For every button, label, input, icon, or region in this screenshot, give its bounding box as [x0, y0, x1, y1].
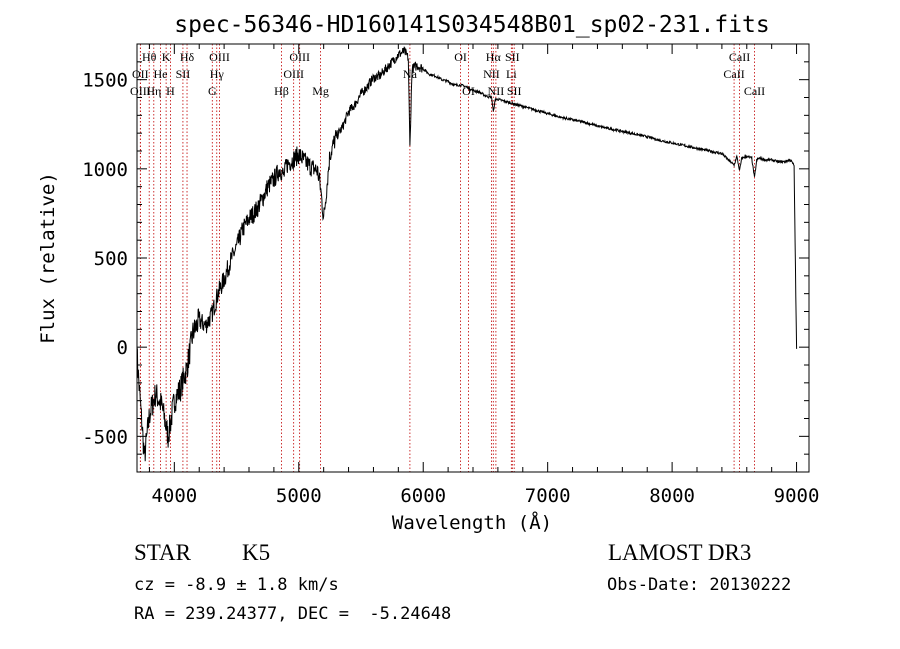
- marker-label: NII: [488, 84, 505, 98]
- coordinates: RA = 239.24377, DEC = -5.24648: [134, 604, 452, 624]
- marker-label: OI: [462, 84, 475, 98]
- marker-label: Hγ: [210, 67, 225, 81]
- x-tick-label: 4000: [151, 485, 197, 507]
- marker-label: SII: [505, 50, 520, 64]
- x-axis: 4000 5000 6000 7000 8000 9000: [148, 44, 820, 507]
- marker-label: OI: [454, 50, 467, 64]
- x-tick-label: 8000: [649, 485, 695, 507]
- y-axis-label: Flux (relative): [37, 172, 59, 344]
- marker-label: CaII: [744, 84, 765, 98]
- marker-label: OIII: [209, 50, 230, 64]
- marker-label: OIII: [283, 67, 304, 81]
- marker-label: CaII: [729, 50, 750, 64]
- marker-label: Na: [403, 67, 418, 81]
- marker-label: Li: [506, 67, 517, 81]
- x-axis-label: Wavelength (Å): [392, 511, 552, 534]
- marker-label: He: [154, 67, 168, 81]
- spectrum-line: [136, 46, 798, 462]
- y-tick-label: 1500: [82, 70, 128, 92]
- x-tick-label: 6000: [400, 485, 446, 507]
- marker-label: OII: [132, 67, 149, 81]
- y-tick-label: 0: [117, 337, 128, 359]
- marker-label: Hδ: [180, 50, 195, 64]
- object-subclass: K5: [242, 540, 271, 565]
- marker-label: Hβ: [274, 84, 289, 98]
- spectral-line-markers: [139, 44, 755, 472]
- marker-label: H: [166, 84, 175, 98]
- x-tick-label: 9000: [774, 485, 820, 507]
- y-axis: -500 0 500 1000 1500: [82, 61, 809, 455]
- marker-label: CaII: [723, 67, 744, 81]
- marker-label: Hη: [146, 84, 161, 98]
- y-tick-label: 1000: [82, 159, 128, 181]
- marker-label: OIII: [130, 84, 151, 98]
- x-tick-label: 5000: [276, 485, 322, 507]
- marker-label: Hα: [486, 50, 502, 64]
- object-type: STAR: [134, 540, 191, 565]
- y-tick-label: 500: [94, 248, 128, 270]
- marker-label: SII: [507, 84, 522, 98]
- chart-title: spec-56346-HD160141S034548B01_sp02-231.f…: [174, 12, 769, 38]
- marker-label: Mg: [312, 84, 329, 98]
- redshift-velocity: cz = -8.9 ± 1.8 km/s: [134, 575, 339, 595]
- marker-label: K: [162, 50, 171, 64]
- marker-label: NII: [483, 67, 500, 81]
- x-tick-label: 7000: [525, 485, 571, 507]
- marker-label: G: [208, 84, 217, 98]
- survey-name: LAMOST DR3: [608, 540, 752, 565]
- plot-frame: [136, 43, 810, 473]
- marker-label: SII: [176, 67, 191, 81]
- marker-label: OIII: [289, 50, 310, 64]
- marker-label: Hθ: [142, 50, 157, 64]
- y-tick-label: -500: [82, 426, 128, 448]
- observation-date: Obs-Date: 20130222: [607, 575, 792, 595]
- spectrum-series: [136, 46, 798, 462]
